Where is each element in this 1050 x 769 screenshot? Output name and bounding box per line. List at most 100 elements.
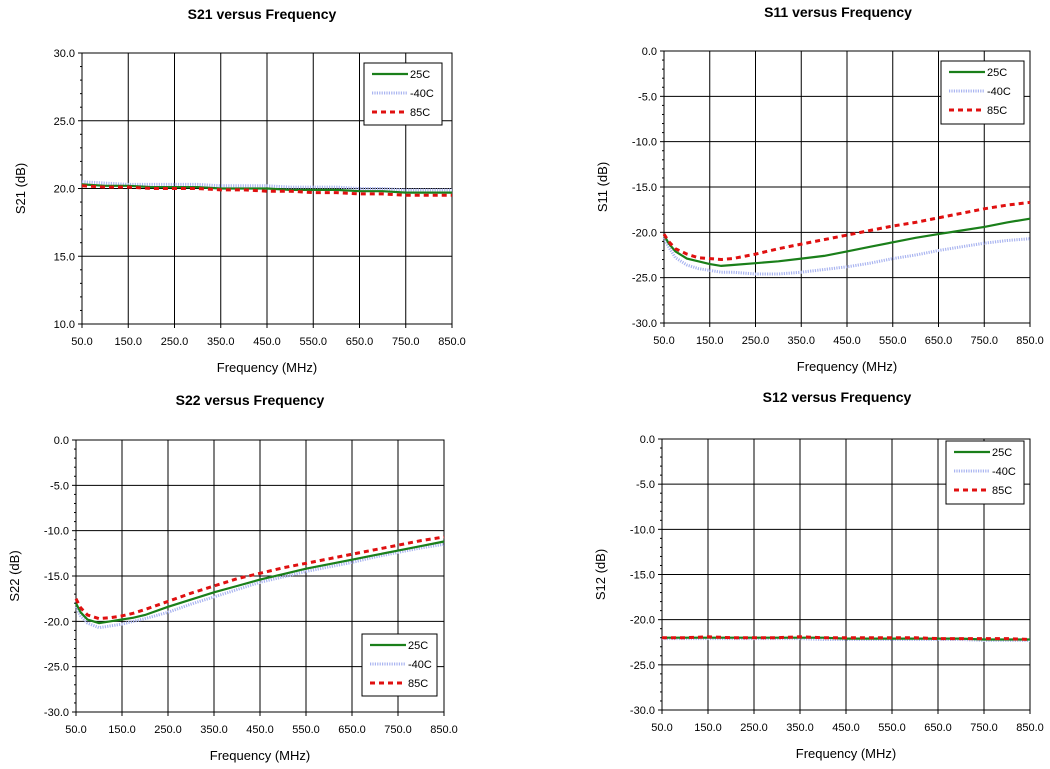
x-tick-label: 150.0 xyxy=(108,724,136,736)
y-axis-label: S21 (dB) xyxy=(13,163,28,214)
legend-label: 85C xyxy=(992,485,1012,497)
legend-label: -40C xyxy=(987,86,1011,98)
x-tick-label: 850.0 xyxy=(1016,722,1044,734)
series-line-85C xyxy=(662,200,1031,262)
x-axis-label: Frequency (MHz) xyxy=(796,746,896,761)
y-tick-label: -10.0 xyxy=(632,137,657,149)
x-tick-label: 50.0 xyxy=(71,336,92,348)
y-tick-label: -30.0 xyxy=(44,707,69,719)
x-axis-label: Frequency (MHz) xyxy=(210,748,310,763)
y-tick-label: 15.0 xyxy=(54,251,75,263)
x-tick-label: 350.0 xyxy=(207,336,235,348)
x-tick-label: 550.0 xyxy=(292,724,320,736)
y-tick-label: 10.0 xyxy=(54,319,75,331)
x-tick-label: 750.0 xyxy=(392,336,420,348)
legend-label: -40C xyxy=(408,659,432,671)
legend-label: -40C xyxy=(410,88,434,100)
x-tick-label: 850.0 xyxy=(438,336,466,348)
x-tick-label: 850.0 xyxy=(430,724,458,736)
x-tick-label: 650.0 xyxy=(924,722,952,734)
y-tick-label: 20.0 xyxy=(54,184,75,196)
legend-label: 85C xyxy=(987,105,1007,117)
series-line-minus40C xyxy=(81,180,452,192)
x-tick-label: 150.0 xyxy=(114,336,142,348)
chart-title: S12 versus Frequency xyxy=(763,389,912,405)
series-line-25C xyxy=(663,217,1031,268)
y-tick-label: -15.0 xyxy=(630,570,655,582)
y-axis-label: S22 (dB) xyxy=(7,550,22,601)
y-tick-label: -5.0 xyxy=(50,480,69,492)
y-tick-label: 25.0 xyxy=(54,116,75,128)
x-tick-label: 450.0 xyxy=(253,336,281,348)
x-axis-label: Frequency (MHz) xyxy=(217,360,317,375)
legend-box xyxy=(940,60,1025,125)
x-tick-label: 450.0 xyxy=(246,724,274,736)
x-tick-label: 550.0 xyxy=(299,336,327,348)
y-tick-label: -20.0 xyxy=(44,616,69,628)
legend: 25C -40C 85C xyxy=(363,62,443,126)
legend-label: 25C xyxy=(408,640,428,652)
legend-label: 25C xyxy=(987,67,1007,79)
y-tick-label: -25.0 xyxy=(632,273,657,285)
x-tick-label: 50.0 xyxy=(653,335,674,347)
y-tick-label: -15.0 xyxy=(44,571,69,583)
series-line-minus40C xyxy=(74,542,445,630)
x-tick-label: 650.0 xyxy=(338,724,366,736)
x-tick-label: 50.0 xyxy=(65,724,86,736)
x-tick-label: 450.0 xyxy=(833,335,861,347)
y-tick-label: -5.0 xyxy=(638,91,657,103)
y-tick-label: -5.0 xyxy=(636,479,655,491)
series-line-25C xyxy=(75,540,445,625)
y-tick-label: 30.0 xyxy=(54,48,75,60)
y-tick-label: -20.0 xyxy=(630,615,655,627)
series-line-minus40C xyxy=(662,237,1031,276)
x-tick-label: 350.0 xyxy=(787,335,815,347)
x-tick-label: 150.0 xyxy=(696,335,724,347)
x-tick-label: 650.0 xyxy=(925,335,953,347)
series-line-85C xyxy=(81,184,452,197)
chart-title: S11 versus Frequency xyxy=(764,4,912,20)
chart-4: S12 versus Frequency 50.0 150.0 250.0 350.0 4… xyxy=(593,389,1044,761)
x-tick-label: 250.0 xyxy=(742,335,770,347)
x-tick-label: 250.0 xyxy=(161,336,189,348)
x-tick-label: 150.0 xyxy=(694,722,722,734)
chart-title: S21 versus Frequency xyxy=(188,6,337,22)
legend: 25C -40C 85C xyxy=(361,633,438,697)
y-tick-label: -30.0 xyxy=(632,318,657,330)
y-tick-label: 0.0 xyxy=(642,46,657,58)
y-tick-label: -25.0 xyxy=(44,662,69,674)
x-tick-label: 550.0 xyxy=(878,722,906,734)
x-tick-label: 850.0 xyxy=(1016,335,1044,347)
legend-label: 85C xyxy=(408,678,428,690)
legend: 25C -40C 85C xyxy=(945,440,1025,505)
legend-label: -40C xyxy=(992,466,1016,478)
x-tick-label: 350.0 xyxy=(200,724,228,736)
x-tick-label: 550.0 xyxy=(879,335,907,347)
x-tick-label: 750.0 xyxy=(970,335,998,347)
y-tick-label: -10.0 xyxy=(44,526,69,538)
y-tick-label: 0.0 xyxy=(54,435,69,447)
chart-1: S21 versus Frequency 50.0 150.0 250.0 350.0 4… xyxy=(13,6,466,375)
x-tick-label: 250.0 xyxy=(154,724,182,736)
chart-2: S11 versus Frequency 50.0 150.0 250.0 350.0 4… xyxy=(595,4,1044,374)
series-line-85C xyxy=(74,535,445,621)
x-tick-label: 750.0 xyxy=(384,724,412,736)
y-tick-label: -30.0 xyxy=(630,705,655,717)
y-axis-label: S12 (dB) xyxy=(593,549,608,600)
x-tick-label: 650.0 xyxy=(346,336,374,348)
series-line-85C xyxy=(662,635,1031,641)
x-tick-label: 50.0 xyxy=(651,722,672,734)
x-tick-label: 450.0 xyxy=(832,722,860,734)
legend-label: 25C xyxy=(410,69,430,81)
chart-title: S22 versus Frequency xyxy=(176,392,325,408)
legend-label: 85C xyxy=(410,107,430,119)
x-tick-label: 250.0 xyxy=(740,722,768,734)
x-axis-label: Frequency (MHz) xyxy=(797,359,897,374)
y-tick-label: -10.0 xyxy=(630,524,655,536)
y-tick-label: -25.0 xyxy=(630,660,655,672)
y-axis-label: S11 (dB) xyxy=(595,162,610,212)
y-tick-label: -20.0 xyxy=(632,227,657,239)
legend-label: 25C xyxy=(992,447,1012,459)
x-tick-label: 750.0 xyxy=(970,722,998,734)
